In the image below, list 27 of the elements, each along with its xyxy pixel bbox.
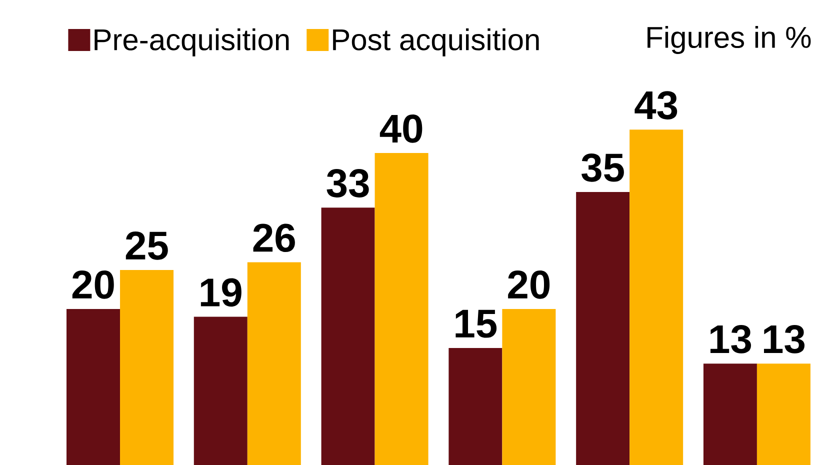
data-label: 43 [634,91,678,120]
bar [120,270,174,465]
bar [756,364,810,465]
text: Figures in % [648,26,811,54]
data-label: 19 [200,278,242,307]
bar [247,262,301,465]
data-label: 35 [582,153,624,182]
data-label: 33 [326,169,369,198]
data-label: 40 [380,114,422,143]
data-label: 15 [456,310,497,338]
bar [576,192,630,465]
legend-label: Post acquisition [333,28,539,56]
data-label: 13 [710,325,751,354]
data-label: 25 [126,232,168,260]
bar [194,316,248,465]
legend-label: Pre-acquisition [94,28,289,56]
bar [630,130,684,465]
bar [66,309,120,465]
data-label: 20 [72,270,114,299]
bar [448,348,502,465]
bar [374,153,428,465]
data-label: 13 [764,325,805,354]
bar [703,364,757,465]
data-label: 26 [253,224,295,252]
bar [502,309,556,465]
data-label: 20 [508,270,550,299]
bar [321,208,375,465]
